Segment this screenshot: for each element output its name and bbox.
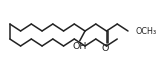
Text: OCH₃: OCH₃ xyxy=(135,26,156,35)
Text: O: O xyxy=(102,44,109,53)
Text: OH: OH xyxy=(73,42,87,51)
